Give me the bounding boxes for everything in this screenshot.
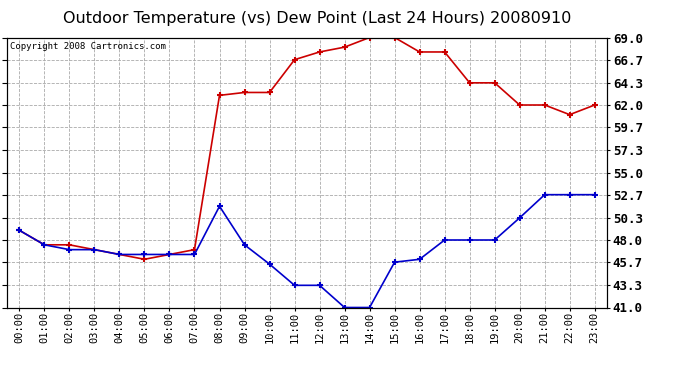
Text: Copyright 2008 Cartronics.com: Copyright 2008 Cartronics.com	[10, 42, 166, 51]
Text: Outdoor Temperature (vs) Dew Point (Last 24 Hours) 20080910: Outdoor Temperature (vs) Dew Point (Last…	[63, 11, 571, 26]
